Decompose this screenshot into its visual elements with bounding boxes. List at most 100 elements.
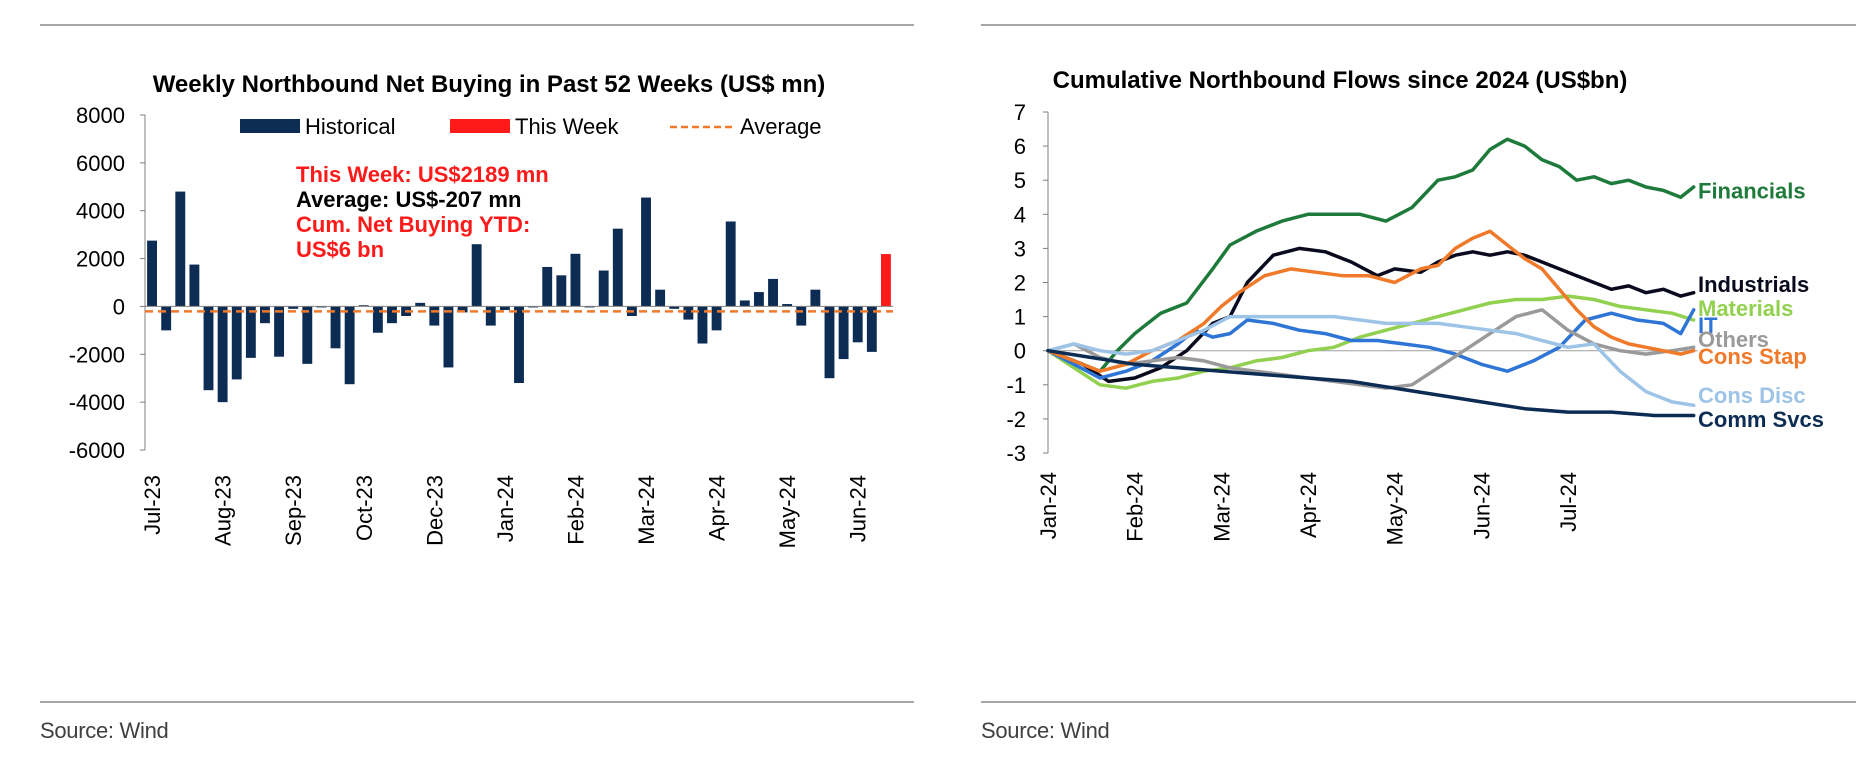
historical-bar	[753, 292, 764, 307]
historical-bar	[429, 306, 440, 326]
annotation-this-week: This Week: US$2189 mn	[296, 162, 549, 187]
historical-bar	[768, 278, 778, 307]
historical-bar	[175, 191, 186, 307]
y-tick-label: 4	[1014, 202, 1026, 227]
historical-bar	[260, 306, 270, 324]
historical-bar	[288, 306, 299, 309]
series-line-materials	[1046, 294, 1696, 390]
left-bottom-rule	[40, 701, 914, 703]
y-tick-label: -6000	[69, 438, 125, 463]
historical-bar	[556, 275, 567, 307]
this-week-bar	[881, 254, 891, 307]
x-tick-label: Aug-23	[211, 475, 236, 546]
historical-bar	[697, 306, 708, 344]
series-label-it: IT	[1698, 313, 1718, 338]
y-tick-label: -3	[1006, 441, 1026, 466]
x-tick-label: Jan-24	[1036, 472, 1061, 539]
historical-bar	[203, 306, 214, 391]
y-tick-label: 6	[1014, 134, 1026, 159]
historical-bar	[782, 304, 793, 307]
y-tick-label: 7	[1014, 100, 1026, 125]
annotation-ytd-line1: Cum. Net Buying YTD:	[296, 212, 530, 237]
x-tick-label: Feb-24	[1123, 472, 1148, 542]
series-label-others: Others	[1698, 327, 1769, 352]
weekly-net-buying-chart: Weekly Northbound Net Buying in Past 52 …	[69, 71, 893, 548]
y-tick-label: -4000	[69, 390, 125, 415]
right-top-rule	[981, 24, 1856, 26]
historical-bar	[866, 306, 877, 352]
legend-average-label: Average	[740, 114, 822, 139]
historical-bar	[739, 300, 750, 307]
historical-bar	[471, 244, 482, 307]
series-line-cons-disc	[1046, 314, 1696, 408]
historical-bar	[358, 305, 369, 307]
y-tick-label: 6000	[76, 151, 125, 176]
left-top-rule	[40, 24, 914, 26]
x-tick-label: Jun-24	[846, 475, 871, 542]
y-tick-label: 0	[113, 294, 125, 319]
x-tick-label: Mar-24	[1209, 472, 1234, 542]
y-tick-label: 2	[1014, 271, 1026, 296]
legend-historical-label: Historical	[305, 114, 395, 139]
historical-bar	[485, 306, 496, 326]
series-label-financials: Financials	[1698, 178, 1806, 203]
series-line-financials	[1046, 137, 1696, 373]
x-tick-label: Apr-24	[705, 475, 730, 541]
right-bottom-rule	[981, 701, 1856, 703]
historical-bar	[683, 306, 694, 320]
historical-bar	[852, 306, 863, 343]
legend-this-week-label: This Week	[515, 114, 620, 139]
x-tick-label: Sep-23	[281, 475, 306, 546]
historical-bar	[655, 289, 666, 307]
historical-bar	[457, 306, 468, 313]
historical-bar	[514, 306, 524, 383]
historical-bar	[570, 253, 581, 307]
y-tick-label: 0	[1014, 339, 1026, 364]
x-tick-label: Apr-24	[1296, 472, 1321, 538]
historical-bar	[274, 306, 285, 357]
y-tick-label: 3	[1014, 236, 1026, 261]
series-label-cons-disc: Cons Disc	[1698, 383, 1806, 408]
historical-bar	[344, 306, 355, 385]
historical-bar	[542, 266, 553, 307]
left-source-note: Source: Wind	[40, 718, 169, 743]
historical-bar	[330, 306, 341, 349]
x-tick-label: Jul-23	[140, 475, 165, 535]
x-tick-label: Feb-24	[563, 475, 588, 545]
historical-bar	[231, 306, 242, 380]
x-tick-label: May-24	[775, 475, 800, 548]
y-tick-label: 8000	[76, 103, 125, 128]
historical-bar	[217, 306, 228, 403]
annotation-ytd-line2: US$6 bn	[296, 237, 384, 262]
x-tick-label: Jan-24	[493, 475, 518, 542]
chart2-title: Cumulative Northbound Flows since 2024 (…	[1053, 67, 1628, 94]
x-tick-label: Jun-24	[1469, 472, 1494, 539]
historical-bar	[796, 306, 807, 326]
legend-historical-swatch	[240, 119, 300, 133]
series-label-industrials: Industrials	[1698, 272, 1809, 297]
series-label-materials: Materials	[1698, 296, 1793, 321]
historical-bar	[245, 306, 256, 358]
historical-bar	[598, 270, 609, 307]
historical-bar	[499, 306, 510, 311]
historical-bar	[711, 306, 722, 331]
historical-bar	[838, 306, 849, 360]
series-label-cons-stap: Cons Stap	[1698, 344, 1807, 369]
cumulative-flows-chart: Cumulative Northbound Flows since 2024 (…	[1006, 67, 1824, 545]
historical-bar	[189, 264, 200, 307]
historical-bar	[824, 306, 835, 379]
historical-bar	[302, 306, 313, 364]
historical-bar	[641, 197, 651, 307]
annotation-average: Average: US$-207 mn	[296, 187, 521, 212]
historical-bar	[612, 228, 623, 307]
series-label-comm-svcs: Comm Svcs	[1698, 407, 1824, 432]
y-tick-label: -2000	[69, 342, 125, 367]
x-tick-label: Oct-23	[352, 475, 377, 541]
y-tick-label: -1	[1006, 373, 1026, 398]
y-tick-label: 1	[1014, 305, 1026, 330]
historical-bar	[147, 240, 157, 307]
series-line-it	[1046, 308, 1696, 380]
y-tick-label: 5	[1014, 168, 1026, 193]
x-tick-label: May-24	[1383, 472, 1408, 545]
